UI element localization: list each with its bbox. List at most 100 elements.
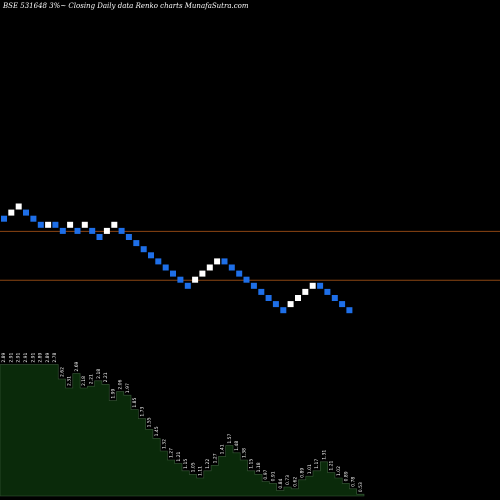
volume-label: 1.21 bbox=[329, 460, 335, 470]
renko-brick-down bbox=[250, 282, 257, 289]
renko-brick-up bbox=[206, 264, 213, 271]
renko-brick-down bbox=[331, 295, 338, 301]
volume-label: 0.97 bbox=[263, 469, 269, 479]
renko-brick-down bbox=[148, 252, 154, 259]
renko-brick-down bbox=[74, 227, 81, 234]
renko-brick-down bbox=[324, 288, 331, 295]
renko-brick-down bbox=[258, 288, 265, 295]
volume-label: 1.02 bbox=[336, 466, 342, 476]
volume-label: 1.38 bbox=[241, 448, 247, 458]
volume-label: 2.91 bbox=[23, 352, 29, 362]
volume-label: 2.89 bbox=[38, 352, 44, 362]
renko-brick-up bbox=[199, 270, 206, 277]
volume-label: 1.73 bbox=[139, 406, 145, 416]
volume-label: 1.21 bbox=[176, 451, 182, 461]
renko-brick-down bbox=[155, 258, 162, 265]
renko-brick-up bbox=[15, 203, 22, 210]
renko-brick-up bbox=[45, 221, 52, 228]
volume-label: 2.21 bbox=[89, 374, 95, 384]
renko-brick-up bbox=[214, 258, 221, 265]
volume-label: 1.48 bbox=[234, 441, 240, 451]
volume-label: 1.85 bbox=[132, 397, 138, 407]
renko-brick-up bbox=[67, 221, 74, 228]
volume-label: 1.31 bbox=[321, 450, 327, 460]
renko-brick-down bbox=[1, 215, 7, 222]
volume-label: 1.15 bbox=[249, 459, 255, 469]
volume-label: 1.55 bbox=[147, 417, 153, 427]
volume-label: 1.32 bbox=[161, 439, 167, 449]
renko-brick-down bbox=[221, 258, 228, 265]
renko-brick-up bbox=[81, 221, 88, 228]
renko-brick-down bbox=[339, 301, 346, 308]
renko-brick-down bbox=[140, 246, 147, 253]
volume-series bbox=[0, 364, 365, 497]
volume-label: 2.18 bbox=[81, 376, 87, 386]
volume-label: 2.18 bbox=[96, 369, 102, 379]
renko-brick-down bbox=[52, 221, 59, 228]
renko-brick-down bbox=[280, 307, 287, 314]
volume-label: 1.17 bbox=[314, 459, 320, 469]
level-lines bbox=[0, 230, 500, 281]
volume-label: 1.18 bbox=[256, 462, 262, 472]
renko-brick-down bbox=[184, 282, 191, 289]
renko-brick-up bbox=[111, 221, 118, 228]
renko-brick-down bbox=[96, 234, 103, 240]
volume-label: 0.89 bbox=[300, 468, 306, 478]
volume-label: 2.91 bbox=[30, 352, 36, 362]
volume-label: 1.01 bbox=[307, 464, 313, 474]
renko-brick-up bbox=[8, 209, 15, 216]
renko-brick-down bbox=[118, 227, 125, 234]
volume-label: 1.22 bbox=[205, 459, 211, 469]
renko-brick-down bbox=[170, 270, 176, 277]
volume-label: 1.27 bbox=[169, 448, 175, 458]
volume-label: 2.06 bbox=[118, 379, 124, 389]
renko-brick-down bbox=[133, 240, 140, 247]
volume-label: 1.45 bbox=[154, 426, 160, 436]
volume-label: 2.62 bbox=[59, 367, 65, 377]
volume-label: 2.31 bbox=[67, 376, 73, 386]
renko-brick-down bbox=[125, 234, 132, 240]
renko-brick-down bbox=[89, 227, 96, 234]
renko-brick-down bbox=[37, 221, 44, 228]
volume-label: 0.73 bbox=[285, 475, 291, 485]
volume-label: 2.89 bbox=[45, 352, 51, 362]
volume-label: 1.11 bbox=[198, 466, 204, 476]
volume-label: 1.41 bbox=[220, 444, 226, 454]
renko-brick-down bbox=[236, 270, 243, 277]
renko-brick-down bbox=[272, 301, 279, 308]
renko-brick-down bbox=[30, 215, 37, 222]
renko-brick-down bbox=[228, 264, 235, 271]
renko-bricks bbox=[1, 203, 353, 314]
renko-brick-up bbox=[309, 282, 316, 289]
volume-label: 1.15 bbox=[183, 459, 189, 469]
volume-label: 2.91 bbox=[16, 352, 22, 362]
renko-brick-down bbox=[317, 282, 324, 289]
renko-brick-down bbox=[59, 227, 66, 234]
volume-label: 2.78 bbox=[52, 352, 58, 362]
renko-brick-up bbox=[287, 301, 294, 308]
volume-label: 2.89 bbox=[1, 352, 7, 362]
volume-label: 0.78 bbox=[351, 477, 357, 487]
volume-area bbox=[0, 364, 365, 497]
renko-brick-up bbox=[295, 295, 301, 301]
volume-label: 0.89 bbox=[343, 471, 349, 481]
volume-label: 0.84 bbox=[278, 478, 284, 488]
volume-labels: 2.89 2.91 2.91 2.91 2.91 2.89 2.89 2.782.622.31… bbox=[1, 352, 364, 492]
volume-label: 2.91 bbox=[8, 352, 14, 362]
renko-brick-down bbox=[23, 209, 29, 216]
volume-label: 0.53 bbox=[358, 482, 364, 492]
volume-label: 1.05 bbox=[190, 462, 196, 472]
volume-label: 2.69 bbox=[74, 361, 80, 371]
renko-brick-up bbox=[192, 276, 199, 283]
volume-label: 0.91 bbox=[271, 471, 277, 481]
renko-brick-down bbox=[177, 276, 184, 283]
volume-label: 2.21 bbox=[103, 372, 109, 382]
volume-label: 1.27 bbox=[212, 453, 218, 463]
renko-brick-down bbox=[162, 264, 169, 271]
volume-label: 1.99 bbox=[110, 388, 116, 398]
renko-brick-up bbox=[302, 288, 309, 295]
renko-brick-down bbox=[346, 307, 353, 314]
renko-brick-down bbox=[265, 295, 272, 301]
